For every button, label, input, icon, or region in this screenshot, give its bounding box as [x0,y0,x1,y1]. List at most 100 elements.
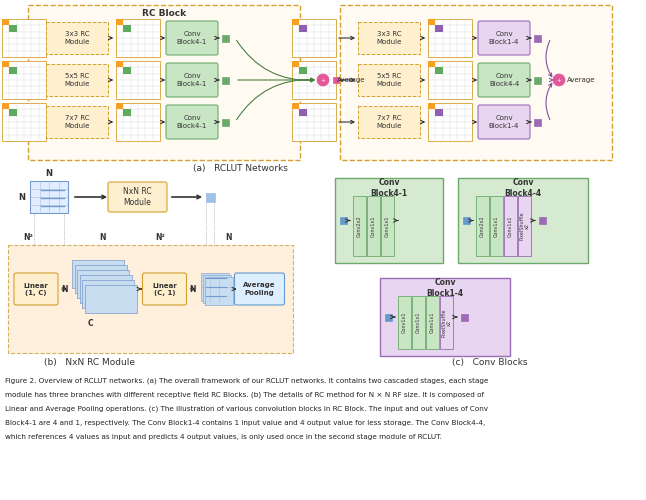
Text: (c)   Conv Blocks: (c) Conv Blocks [452,358,528,368]
Bar [116,61,123,68]
Text: Conv
Block4-1: Conv Block4-1 [177,74,207,86]
Bar [116,19,160,57]
Text: Conv
Block4-4: Conv Block4-4 [505,178,541,198]
Text: N: N [225,232,231,241]
Text: NxN RC
Module: NxN RC Module [123,188,152,206]
Text: Linear and Average Pooling operations. (c) The illustration of various convoluti: Linear and Average Pooling operations. (… [5,406,488,412]
Bar [77,270,129,298]
Circle shape [553,74,565,86]
Text: N: N [61,284,67,294]
Text: Conv1x1: Conv1x1 [508,215,513,237]
Bar [490,196,503,256]
Text: Linear
(C, 1): Linear (C, 1) [152,282,177,296]
Bar [358,64,420,96]
FancyBboxPatch shape [14,273,58,305]
Text: Conv1x1: Conv1x1 [494,215,499,237]
Circle shape [317,74,329,86]
Bar [202,275,231,303]
Bar [435,110,443,116]
FancyBboxPatch shape [478,105,530,139]
Bar [222,76,229,84]
Bar [292,61,299,68]
Bar [30,181,68,213]
Text: Linear
(1, C): Linear (1, C) [24,282,48,296]
Text: PixelShuffle
x2: PixelShuffle x2 [441,308,452,337]
Bar [340,5,612,160]
Text: RC Block: RC Block [142,10,186,18]
Bar [358,22,420,54]
Bar [299,110,307,116]
Bar [2,19,9,26]
Bar [2,19,46,57]
FancyBboxPatch shape [166,21,218,55]
Bar [222,118,229,126]
Bar [292,19,299,26]
Bar [205,277,233,305]
Bar [428,61,472,99]
FancyBboxPatch shape [478,21,530,55]
Bar [539,217,545,224]
Bar [367,196,380,256]
Bar [440,296,453,349]
Text: Average: Average [337,77,366,83]
Bar [518,196,531,256]
Text: 3x3 RC
Module: 3x3 RC Module [377,32,402,44]
Bar [46,64,108,96]
Bar [335,178,443,263]
Bar [79,275,132,303]
Text: Conv
Block1-4: Conv Block1-4 [489,32,519,44]
FancyBboxPatch shape [234,273,284,305]
Bar [292,103,336,141]
Bar [292,61,336,99]
Bar [222,34,229,42]
Text: PixelShuffle
x2: PixelShuffle x2 [519,212,530,240]
Bar [384,314,391,320]
FancyBboxPatch shape [166,63,218,97]
Bar [299,68,307,73]
Bar [200,273,229,301]
Bar [2,61,9,68]
Text: 5x5 RC
Module: 5x5 RC Module [377,74,402,86]
Bar [435,68,443,73]
Text: (b)   NxN RC Module: (b) NxN RC Module [45,358,136,368]
Text: Conv
Block1-4: Conv Block1-4 [489,116,519,128]
Bar [116,61,160,99]
Text: (a)   RCLUT Networks: (a) RCLUT Networks [193,164,287,172]
Text: Conv1x1: Conv1x1 [385,215,390,237]
Bar [28,5,300,160]
Text: Average
Pooling: Average Pooling [244,282,276,296]
FancyBboxPatch shape [108,182,167,212]
Bar [412,296,425,349]
FancyBboxPatch shape [166,105,218,139]
Bar [74,265,127,293]
Bar [72,260,124,288]
Bar [205,192,214,202]
Bar [461,314,468,320]
Bar [333,77,339,83]
Text: Conv1x1: Conv1x1 [371,215,376,237]
Text: 3x3 RC
Module: 3x3 RC Module [65,32,90,44]
Bar [116,19,123,26]
Text: +: + [320,78,326,82]
Bar [428,103,435,110]
Bar [340,217,346,224]
Text: 7x7 RC
Module: 7x7 RC Module [377,116,402,128]
Bar [9,110,17,116]
Text: Average: Average [567,77,596,83]
Text: Conv2x2: Conv2x2 [480,215,485,237]
Text: which references 4 values as input and predicts 4 output values, is only used on: which references 4 values as input and p… [5,434,442,440]
Bar [428,19,472,57]
Text: Figure 2. Overview of RCLUT networks. (a) The overall framework of our RCLUT net: Figure 2. Overview of RCLUT networks. (a… [5,378,488,384]
Text: 5x5 RC
Module: 5x5 RC Module [65,74,90,86]
Bar [123,68,130,73]
Text: N: N [45,170,52,178]
Text: Conv1x1: Conv1x1 [402,312,407,333]
Bar [116,103,123,110]
Text: Conv
Block1-4: Conv Block1-4 [426,278,464,297]
Bar [353,196,366,256]
Text: N²: N² [155,232,165,241]
Bar [82,280,134,308]
Bar [463,217,470,224]
Bar [85,285,136,313]
Bar [8,245,293,353]
